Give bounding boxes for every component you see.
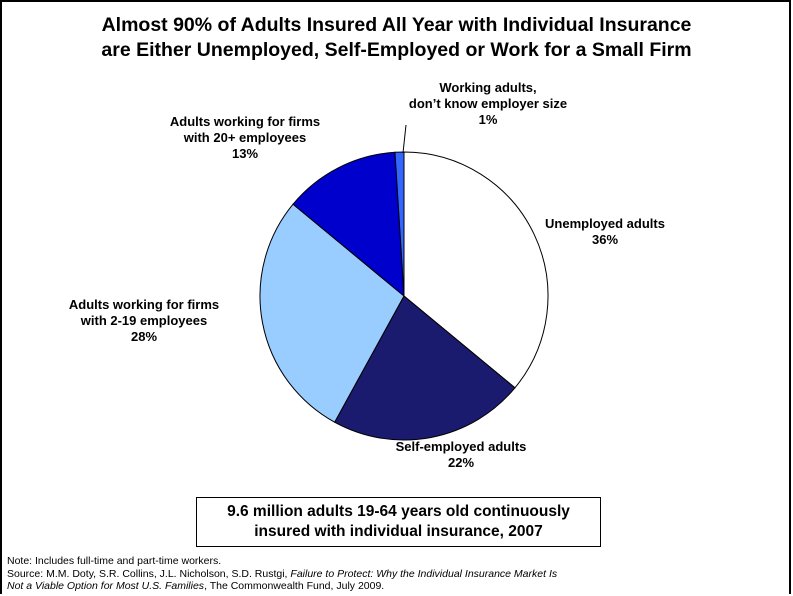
- slice-name-line: with 2-19 employees: [80, 313, 207, 328]
- label-self-employed: Self-employed adults 22%: [396, 439, 527, 470]
- slice-percent: 1%: [479, 112, 498, 127]
- slice-unemployed: [403, 151, 549, 389]
- label-firms-2-19: Adults working for firms with 2-19 employ…: [69, 297, 219, 344]
- source-line-2: Not a Viable Option for Most U.S. Famili…: [7, 580, 787, 593]
- slice-name-line: with 20+ employees: [183, 130, 306, 145]
- slice-percent: 28%: [131, 329, 157, 344]
- pie-slices: [259, 124, 549, 441]
- source-title-part-1: Failure to Protect: Why the Individual I…: [290, 567, 558, 580]
- note-text: Note: Includes full-time and part-time w…: [7, 555, 222, 567]
- source-line-1: Source: M.M. Doty, S.R. Collins, J.L. Ni…: [7, 568, 787, 581]
- slice-firms-20-plus: [292, 151, 405, 298]
- chart-title-line-2: are Either Unemployed, Self-Employed or …: [101, 39, 692, 61]
- label-unemployed: Unemployed adults 36%: [545, 216, 665, 247]
- label-unknown-size: Working adults, don’t know employer size 1…: [409, 80, 567, 127]
- source-suffix: , The Commonwealth Fund, July 2009.: [204, 580, 385, 592]
- slice-unknown-size: [394, 151, 405, 297]
- slice-percent: 13%: [232, 146, 258, 161]
- slice-percent: 22%: [448, 455, 474, 470]
- source-title-part-2: Not a Viable Option for Most U.S. Famili…: [7, 580, 205, 592]
- source-prefix: Source: M.M. Doty, S.R. Collins, J.L. Ni…: [7, 567, 291, 580]
- slice-name-line: Adults working for firms: [170, 114, 320, 129]
- summary-box: 9.6 million adults 19-64 years old conti…: [196, 497, 601, 547]
- leader-line: [402, 124, 407, 154]
- slice-firms-2-19: [259, 203, 405, 423]
- slice-name-line: Working adults,: [439, 80, 536, 95]
- slice-name-line: don’t know employer size: [409, 96, 567, 111]
- pie-labels: Unemployed adults 36% Self-employed adults…: [69, 80, 665, 470]
- slice-name-line: Adults working for firms: [69, 297, 219, 312]
- summary-line-1: 9.6 million adults 19-64 years old conti…: [227, 503, 570, 520]
- slice-name-line: Unemployed adults: [545, 216, 665, 231]
- footnotes: Note: Includes full-time and part-time w…: [7, 555, 787, 593]
- chart-title-line-1: Almost 90% of Adults Insured All Year wi…: [101, 14, 692, 36]
- chart-title: Almost 90% of Adults Insured All Year wi…: [0, 13, 793, 63]
- slice-percent: 36%: [592, 232, 618, 247]
- summary-line-2: insured with individual insurance, 2007: [254, 523, 543, 540]
- label-firms-20-plus: Adults working for firms with 20+ employe…: [170, 114, 320, 161]
- slice-self-employed: [333, 295, 516, 441]
- slice-name-line: Self-employed adults: [396, 439, 527, 454]
